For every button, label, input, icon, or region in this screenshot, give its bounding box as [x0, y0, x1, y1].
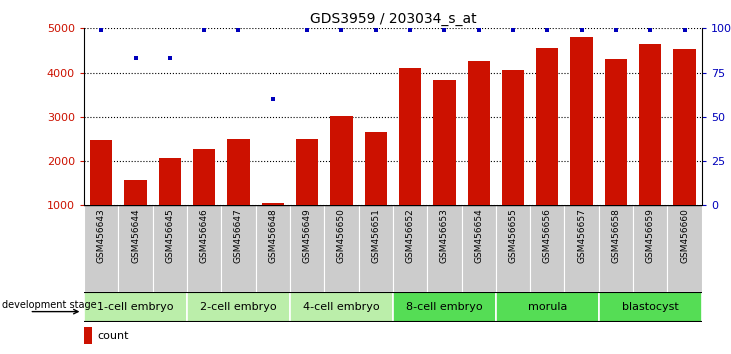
FancyBboxPatch shape	[461, 205, 496, 292]
FancyBboxPatch shape	[187, 292, 290, 322]
FancyBboxPatch shape	[118, 205, 153, 292]
Bar	[536, 48, 558, 250]
Text: GSM456659: GSM456659	[645, 208, 655, 263]
Title: GDS3959 / 203034_s_at: GDS3959 / 203034_s_at	[310, 12, 476, 26]
FancyBboxPatch shape	[393, 292, 496, 322]
FancyBboxPatch shape	[633, 205, 667, 292]
FancyBboxPatch shape	[325, 205, 359, 292]
Bar	[399, 68, 421, 250]
Bar	[262, 203, 284, 250]
Bar	[673, 49, 696, 250]
Text: GSM456658: GSM456658	[611, 208, 621, 263]
FancyBboxPatch shape	[530, 205, 564, 292]
Text: GSM456654: GSM456654	[474, 208, 483, 263]
Text: GSM456643: GSM456643	[96, 208, 106, 263]
Text: count: count	[97, 331, 129, 341]
Point	[576, 27, 588, 33]
FancyBboxPatch shape	[564, 205, 599, 292]
FancyBboxPatch shape	[153, 205, 187, 292]
Point	[301, 27, 313, 33]
Point	[404, 27, 416, 33]
Point	[473, 27, 485, 33]
FancyBboxPatch shape	[256, 205, 290, 292]
Point	[267, 96, 279, 102]
Bar	[227, 139, 250, 250]
Point	[507, 27, 519, 33]
Bar	[570, 37, 593, 250]
Bar	[605, 59, 627, 250]
Bar	[502, 70, 524, 250]
FancyBboxPatch shape	[599, 205, 633, 292]
Bar	[84, 327, 92, 344]
Point	[645, 27, 656, 33]
Bar	[159, 159, 181, 250]
Bar	[330, 116, 352, 250]
FancyBboxPatch shape	[84, 292, 187, 322]
Text: GSM456646: GSM456646	[200, 208, 208, 263]
Point	[336, 27, 347, 33]
Point	[129, 56, 141, 61]
Bar	[639, 44, 662, 250]
Text: 2-cell embryo: 2-cell embryo	[200, 302, 277, 312]
Text: morula: morula	[528, 302, 567, 312]
Bar	[296, 139, 318, 250]
Text: GSM456655: GSM456655	[509, 208, 518, 263]
Text: GSM456651: GSM456651	[371, 208, 380, 263]
Text: GSM456653: GSM456653	[440, 208, 449, 263]
Bar	[468, 61, 490, 250]
Text: GSM456647: GSM456647	[234, 208, 243, 263]
Point	[164, 56, 175, 61]
Text: GSM456648: GSM456648	[268, 208, 277, 263]
FancyBboxPatch shape	[496, 292, 599, 322]
Text: GSM456650: GSM456650	[337, 208, 346, 263]
Point	[679, 27, 691, 33]
FancyBboxPatch shape	[290, 205, 325, 292]
Text: blastocyst: blastocyst	[622, 302, 678, 312]
FancyBboxPatch shape	[427, 205, 461, 292]
FancyBboxPatch shape	[221, 205, 256, 292]
Bar	[124, 180, 147, 250]
Text: GSM456649: GSM456649	[303, 208, 311, 263]
FancyBboxPatch shape	[667, 205, 702, 292]
FancyBboxPatch shape	[290, 292, 393, 322]
Point	[610, 27, 622, 33]
Text: GSM456657: GSM456657	[577, 208, 586, 263]
Text: 8-cell embryo: 8-cell embryo	[406, 302, 482, 312]
Point	[232, 27, 244, 33]
FancyBboxPatch shape	[496, 205, 530, 292]
Text: GSM456656: GSM456656	[543, 208, 552, 263]
Text: GSM456645: GSM456645	[165, 208, 175, 263]
Bar	[193, 149, 216, 250]
Bar	[90, 140, 113, 250]
FancyBboxPatch shape	[187, 205, 221, 292]
Text: GSM456644: GSM456644	[131, 208, 140, 263]
Text: 4-cell embryo: 4-cell embryo	[303, 302, 379, 312]
Text: 1-cell embryo: 1-cell embryo	[97, 302, 174, 312]
FancyBboxPatch shape	[393, 205, 427, 292]
Bar	[365, 132, 387, 250]
Point	[542, 27, 553, 33]
Bar	[433, 80, 455, 250]
Point	[95, 27, 107, 33]
Text: GSM456652: GSM456652	[406, 208, 414, 263]
Text: GSM456660: GSM456660	[680, 208, 689, 263]
FancyBboxPatch shape	[599, 292, 702, 322]
Point	[198, 27, 210, 33]
FancyBboxPatch shape	[359, 205, 393, 292]
Text: development stage: development stage	[1, 301, 96, 310]
FancyBboxPatch shape	[84, 205, 118, 292]
Point	[439, 27, 450, 33]
Point	[370, 27, 382, 33]
